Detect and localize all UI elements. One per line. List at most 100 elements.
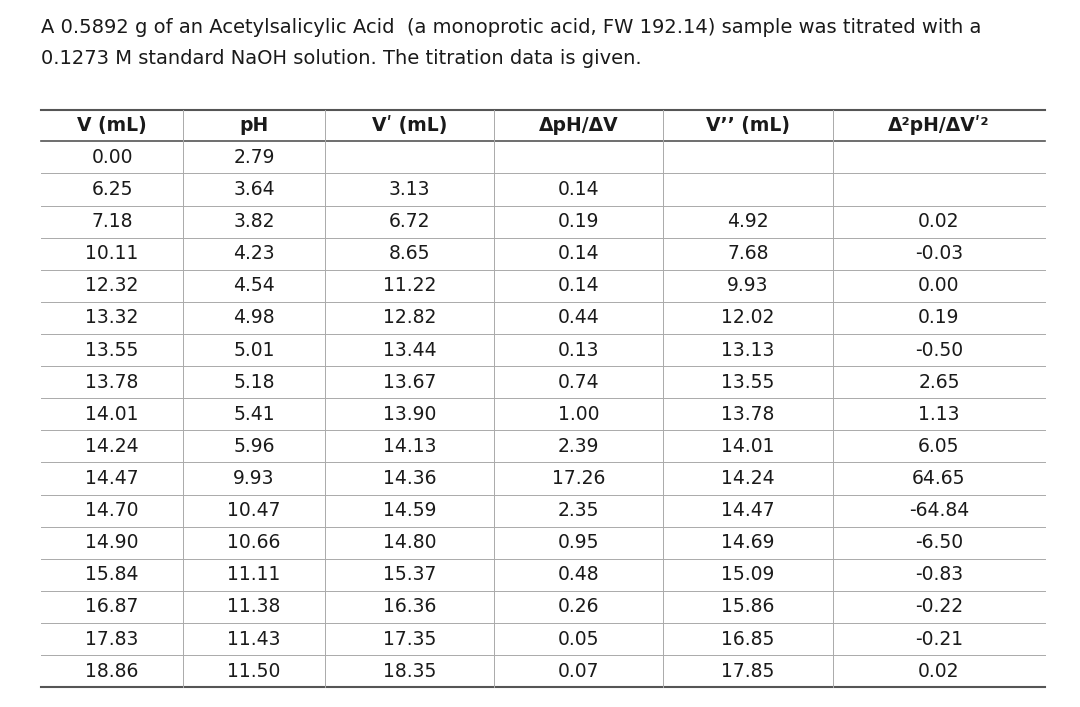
Text: 0.19: 0.19 [918, 308, 960, 327]
Text: 5.41: 5.41 [233, 405, 274, 423]
Text: 4.92: 4.92 [727, 212, 769, 231]
Text: 3.13: 3.13 [389, 180, 430, 199]
Text: 12.82: 12.82 [382, 308, 436, 327]
Text: 15.86: 15.86 [721, 597, 774, 617]
Text: 2.65: 2.65 [918, 373, 960, 392]
Text: 16.85: 16.85 [721, 629, 774, 648]
Text: 0.13: 0.13 [558, 341, 599, 360]
Text: 11.11: 11.11 [227, 566, 281, 584]
Text: 15.84: 15.84 [85, 566, 138, 584]
Text: 12.32: 12.32 [85, 276, 138, 296]
Text: -64.84: -64.84 [909, 501, 969, 520]
Text: 0.05: 0.05 [558, 629, 599, 648]
Text: 4.98: 4.98 [233, 308, 274, 327]
Text: 14.90: 14.90 [85, 533, 138, 552]
Text: 14.36: 14.36 [382, 469, 436, 488]
Text: 1.13: 1.13 [918, 405, 960, 423]
Text: 14.80: 14.80 [382, 533, 436, 552]
Text: 18.86: 18.86 [85, 662, 138, 681]
Text: 14.01: 14.01 [85, 405, 138, 423]
Text: 0.02: 0.02 [918, 662, 960, 681]
Text: 10.11: 10.11 [85, 244, 138, 263]
Text: pH: pH [240, 116, 269, 135]
Text: Vʹ (mL): Vʹ (mL) [372, 116, 447, 135]
Text: 10.47: 10.47 [227, 501, 281, 520]
Text: 13.13: 13.13 [721, 341, 774, 360]
Text: ΔpH/ΔV: ΔpH/ΔV [539, 116, 619, 135]
Text: 17.35: 17.35 [382, 629, 436, 648]
Text: 1.00: 1.00 [558, 405, 599, 423]
Text: 12.02: 12.02 [721, 308, 774, 327]
Text: 17.83: 17.83 [85, 629, 138, 648]
Text: 13.55: 13.55 [721, 373, 774, 392]
Text: -0.22: -0.22 [915, 597, 963, 617]
Text: 6.05: 6.05 [918, 437, 960, 456]
Text: 16.87: 16.87 [85, 597, 138, 617]
Text: 17.26: 17.26 [552, 469, 606, 488]
Text: 18.35: 18.35 [382, 662, 436, 681]
Text: -0.50: -0.50 [915, 341, 963, 360]
Text: -0.21: -0.21 [915, 629, 963, 648]
Text: 2.35: 2.35 [558, 501, 599, 520]
Text: 13.32: 13.32 [85, 308, 138, 327]
Text: 13.44: 13.44 [382, 341, 436, 360]
Text: 0.19: 0.19 [558, 212, 599, 231]
Text: 2.79: 2.79 [233, 148, 274, 167]
Text: 0.95: 0.95 [558, 533, 599, 552]
Text: 15.09: 15.09 [721, 566, 774, 584]
Text: 13.78: 13.78 [85, 373, 138, 392]
Text: A 0.5892 g of an Acetylsalicylic Acid  (a monoprotic acid, FW 192.14) sample was: A 0.5892 g of an Acetylsalicylic Acid (a… [41, 18, 982, 37]
Text: 0.44: 0.44 [558, 308, 599, 327]
Text: 6.72: 6.72 [389, 212, 430, 231]
Text: 13.78: 13.78 [721, 405, 774, 423]
Text: 11.38: 11.38 [227, 597, 281, 617]
Text: 0.26: 0.26 [558, 597, 599, 617]
Text: 3.64: 3.64 [233, 180, 274, 199]
Text: 0.14: 0.14 [558, 244, 599, 263]
Text: 4.54: 4.54 [233, 276, 274, 296]
Text: 13.90: 13.90 [382, 405, 436, 423]
Text: 9.93: 9.93 [727, 276, 769, 296]
Text: 4.23: 4.23 [233, 244, 274, 263]
Text: 14.47: 14.47 [721, 501, 774, 520]
Text: 5.01: 5.01 [233, 341, 274, 360]
Text: -0.83: -0.83 [915, 566, 963, 584]
Text: 13.67: 13.67 [382, 373, 436, 392]
Text: 11.50: 11.50 [227, 662, 281, 681]
Text: 14.24: 14.24 [721, 469, 774, 488]
Text: 15.37: 15.37 [382, 566, 436, 584]
Text: -0.03: -0.03 [915, 244, 963, 263]
Text: 14.59: 14.59 [382, 501, 436, 520]
Text: 11.43: 11.43 [227, 629, 281, 648]
Text: V’’ (mL): V’’ (mL) [706, 116, 789, 135]
Text: 0.1273 M standard NaOH solution. The titration data is given.: 0.1273 M standard NaOH solution. The tit… [41, 49, 642, 69]
Text: 0.14: 0.14 [558, 276, 599, 296]
Text: -6.50: -6.50 [915, 533, 963, 552]
Text: 2.39: 2.39 [558, 437, 599, 456]
Text: 0.00: 0.00 [918, 276, 960, 296]
Text: Δ²pH/ΔVʹ²: Δ²pH/ΔVʹ² [888, 115, 989, 136]
Text: 9.93: 9.93 [233, 469, 274, 488]
Text: 8.65: 8.65 [389, 244, 430, 263]
Text: 14.69: 14.69 [721, 533, 774, 552]
Text: 64.65: 64.65 [913, 469, 966, 488]
Text: 14.47: 14.47 [85, 469, 139, 488]
Text: 0.14: 0.14 [558, 180, 599, 199]
Text: 7.68: 7.68 [727, 244, 769, 263]
Text: 7.18: 7.18 [91, 212, 133, 231]
Text: 14.01: 14.01 [721, 437, 774, 456]
Text: 14.24: 14.24 [85, 437, 139, 456]
Text: 5.96: 5.96 [233, 437, 274, 456]
Text: 5.18: 5.18 [233, 373, 274, 392]
Text: 14.70: 14.70 [85, 501, 138, 520]
Text: 16.36: 16.36 [382, 597, 436, 617]
Text: 6.25: 6.25 [91, 180, 133, 199]
Text: 3.82: 3.82 [233, 212, 274, 231]
Text: V (mL): V (mL) [77, 116, 147, 135]
Text: 17.85: 17.85 [721, 662, 774, 681]
Text: 11.22: 11.22 [382, 276, 436, 296]
Text: 10.66: 10.66 [227, 533, 281, 552]
Text: 0.48: 0.48 [558, 566, 599, 584]
Text: 0.02: 0.02 [918, 212, 960, 231]
Text: 0.74: 0.74 [558, 373, 599, 392]
